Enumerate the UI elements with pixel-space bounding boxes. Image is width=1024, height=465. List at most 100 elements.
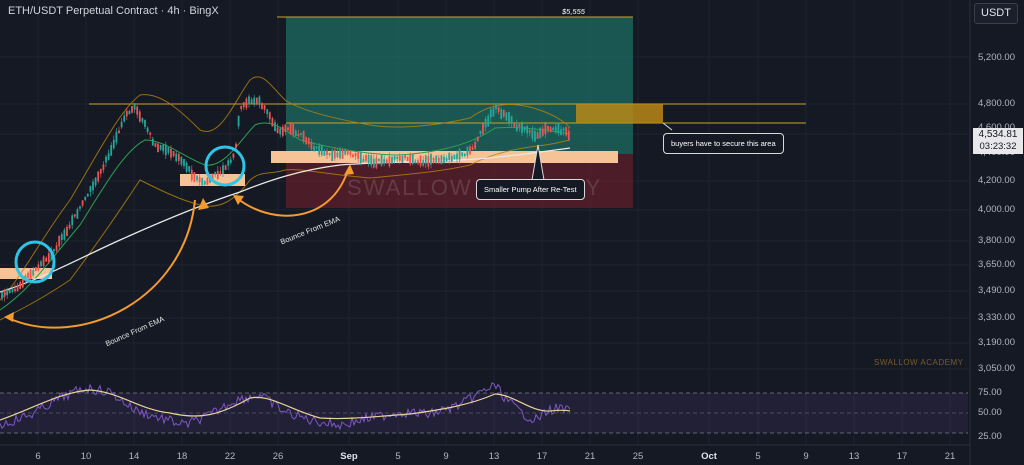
candle-body — [258, 96, 261, 105]
candle-body — [253, 97, 256, 104]
bounce-arrowhead-1b — [198, 198, 209, 210]
bollinger-lower — [0, 139, 571, 321]
candle-body — [34, 266, 37, 272]
candle-body — [336, 152, 339, 158]
candle-body — [3, 290, 6, 297]
candle-body — [294, 130, 297, 137]
candle-body — [471, 147, 474, 150]
candle-body — [526, 125, 529, 134]
candle-body — [102, 164, 105, 170]
bar-countdown: 03:23:32 — [979, 141, 1017, 152]
time-label: 13 — [488, 451, 500, 462]
candle-body — [68, 224, 71, 229]
candle-body — [242, 102, 245, 108]
candle-body — [531, 129, 534, 139]
candle-body — [240, 105, 243, 110]
candle-body — [144, 119, 146, 127]
price-label: 4,000.00 — [978, 204, 1015, 215]
candle-body — [172, 150, 175, 157]
candle-body — [357, 152, 360, 159]
candle-body — [203, 181, 206, 185]
candle-body — [461, 152, 464, 156]
candle-body — [393, 156, 396, 160]
candle-body — [536, 132, 539, 139]
candle-body — [500, 109, 503, 120]
candle-body — [315, 146, 318, 149]
candle-body — [94, 177, 97, 186]
candle-body — [110, 145, 113, 156]
candle-body — [19, 282, 22, 289]
candle-body — [391, 157, 393, 164]
time-label: 21 — [944, 451, 956, 462]
candle-body — [180, 156, 183, 165]
candle-body — [502, 109, 505, 117]
chart-title: ETH/USDT Perpetual Contract · 4h · BingX — [8, 5, 219, 17]
price-label: 3,050.00 — [978, 363, 1015, 374]
watermark-small: SWALLOW ACADEMY — [874, 358, 964, 367]
candle-body — [549, 127, 552, 133]
candle-body — [1, 291, 3, 299]
candle-body — [349, 151, 352, 156]
candle-body — [146, 127, 149, 132]
candle-body — [216, 170, 219, 179]
candle-body — [237, 115, 240, 127]
candle-body — [443, 156, 445, 164]
candle-body — [562, 128, 565, 131]
candle-body — [229, 159, 232, 163]
candle-body — [417, 160, 419, 164]
candle-body — [73, 214, 76, 217]
candle-body — [141, 118, 144, 122]
candle-body — [560, 129, 562, 136]
candle-body — [523, 126, 526, 131]
time-label: 13 — [848, 451, 860, 462]
ema-line — [0, 147, 571, 293]
candle-body — [307, 137, 310, 145]
candle-body — [235, 143, 237, 149]
price-label: 3,650.00 — [978, 259, 1015, 270]
candle-body — [120, 121, 123, 128]
candle-body — [422, 159, 425, 166]
candle-body — [510, 116, 513, 124]
candle-body — [149, 132, 152, 135]
candle-body — [190, 169, 193, 181]
bounce-arrow-2 — [236, 169, 349, 217]
candle-body — [557, 123, 560, 134]
candle-body — [71, 215, 74, 226]
time-label-month: Sep — [340, 451, 358, 462]
candle-body — [250, 99, 253, 104]
candle-body — [201, 177, 204, 186]
candle-body — [32, 270, 35, 276]
candle-body — [469, 146, 471, 154]
time-label: 9 — [443, 451, 449, 462]
candle-body — [99, 168, 102, 174]
candle-body — [14, 288, 16, 292]
time-label: 21 — [584, 451, 596, 462]
candle-body — [274, 122, 276, 132]
candle-body — [450, 156, 453, 162]
candle-body — [263, 105, 266, 110]
time-label: 18 — [176, 451, 188, 462]
candle-body — [292, 123, 295, 135]
candle-body — [411, 154, 414, 164]
candle-body — [175, 153, 178, 162]
time-label: 25 — [632, 451, 644, 462]
candle-body — [487, 115, 490, 127]
candle-body — [458, 149, 461, 160]
price-label: 3,330.00 — [978, 312, 1015, 323]
candle-body — [196, 175, 198, 181]
candle-body — [55, 245, 58, 251]
candle-body — [354, 152, 357, 157]
candle-body — [219, 171, 222, 174]
candle-body — [211, 173, 214, 180]
currency-button[interactable]: USDT — [974, 3, 1018, 24]
candle-body — [372, 158, 375, 168]
candle-body — [276, 127, 279, 134]
candle-body — [11, 288, 14, 292]
rsi-line — [0, 382, 571, 431]
candle-body — [380, 154, 383, 166]
candle-body — [365, 154, 367, 162]
candle-body — [528, 130, 531, 133]
candle-body — [138, 111, 141, 122]
candle-body — [8, 290, 11, 293]
